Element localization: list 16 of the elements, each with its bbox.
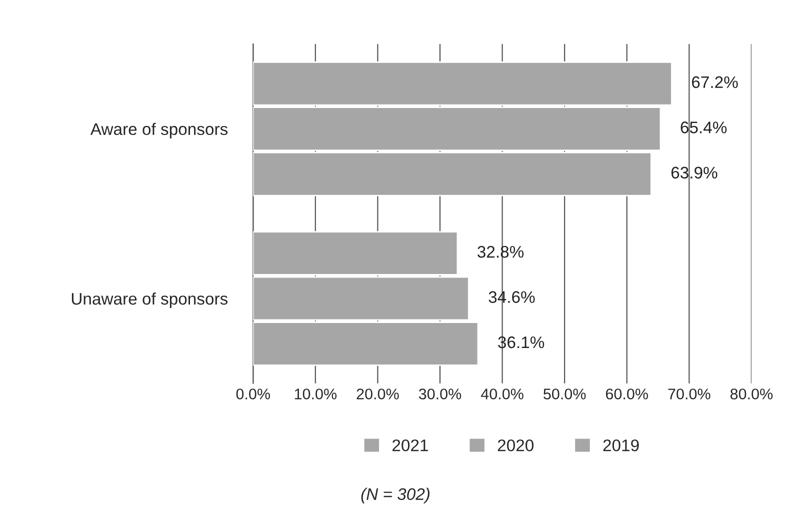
legend-label: 2020: [498, 439, 534, 452]
x-tick-label: 50.0%: [544, 388, 586, 400]
x-tick-label: 70.0%: [668, 388, 710, 400]
legend-label: 2019: [603, 439, 639, 452]
y-tick-label: Unaware of sponsors: [72, 292, 228, 308]
x-tick-label: 30.0%: [418, 388, 462, 400]
x-tick-label: 20.0%: [356, 388, 399, 400]
legend-label: 2021: [392, 439, 428, 452]
text: (N = 302): [361, 488, 430, 504]
x-tick-label: 0.0%: [236, 388, 270, 400]
data-label: 67.2%: [692, 76, 738, 88]
x-tick-label: 10.0%: [294, 388, 337, 400]
x-tick-label: 60.0%: [606, 388, 648, 400]
x-tick-label: 80.0%: [730, 388, 773, 400]
x-tick-label: 40.0%: [480, 388, 524, 400]
y-tick-label: Aware of sponsors: [90, 122, 228, 138]
